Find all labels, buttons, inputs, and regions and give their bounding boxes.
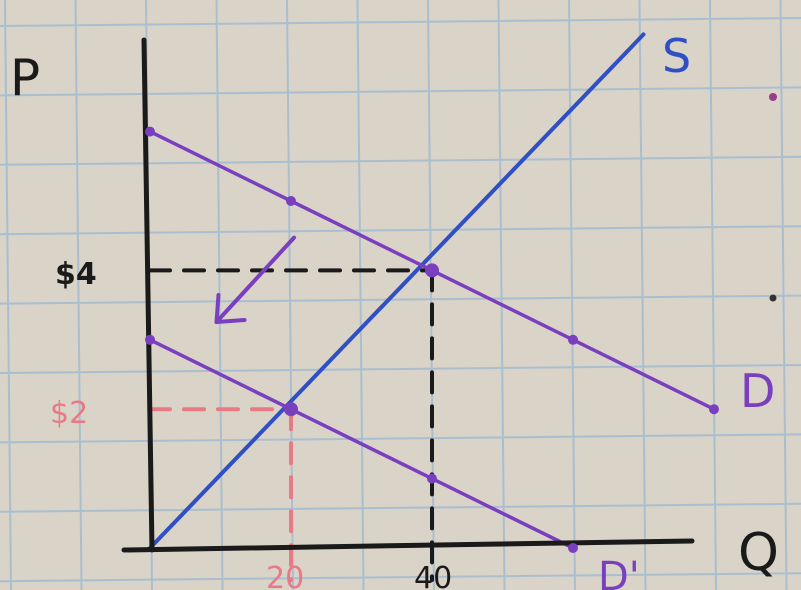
quantity-label-original: 40 xyxy=(414,561,452,590)
series-label-D-prime: D' xyxy=(598,554,640,590)
grid-line-horizontal xyxy=(0,294,801,305)
x-axis-label: Q xyxy=(738,523,779,583)
data-point xyxy=(145,126,155,137)
grid-line-vertical xyxy=(638,0,647,590)
grid-line-vertical xyxy=(497,0,506,590)
equilibrium-point-original xyxy=(425,263,439,278)
data-point xyxy=(568,543,578,553)
guide-lines xyxy=(148,268,434,582)
grid-line-horizontal xyxy=(0,155,801,166)
grid-line-horizontal xyxy=(0,572,801,583)
y-axis-label: P xyxy=(10,49,40,107)
x-axis xyxy=(121,538,695,553)
series-label-S: S xyxy=(662,29,691,83)
shift-arrow-shaft xyxy=(214,235,297,325)
grid-line-horizontal xyxy=(0,17,801,27)
price-label-original: $4 xyxy=(55,257,97,292)
equilibrium-point-new xyxy=(284,402,298,417)
grid-line-vertical xyxy=(356,0,365,590)
series-label-D: D xyxy=(740,364,775,418)
grid-line-horizontal xyxy=(0,225,801,236)
y-axis xyxy=(141,37,155,553)
data-point xyxy=(709,404,719,415)
data-point xyxy=(145,334,155,345)
axes xyxy=(121,37,695,553)
margin-dot xyxy=(769,93,777,101)
series-line-D-prime xyxy=(148,338,575,550)
grid-line-horizontal xyxy=(0,433,801,444)
labels: P Q S D D' $4 40 $2 20 xyxy=(10,29,779,590)
grid-line-vertical xyxy=(74,0,83,590)
annotations xyxy=(214,235,297,325)
margin-dot xyxy=(769,294,777,302)
price-label-new: $2 xyxy=(50,396,88,431)
grid-line-horizontal xyxy=(0,86,801,97)
series-line-S xyxy=(148,32,646,550)
quantity-label-new: 20 xyxy=(266,561,304,590)
data-point xyxy=(286,196,296,206)
grid-line-vertical xyxy=(568,0,576,590)
data-points xyxy=(145,93,777,553)
grid-line-vertical xyxy=(709,0,717,590)
grid-line-horizontal xyxy=(0,364,801,374)
data-point xyxy=(427,473,437,484)
shift-arrow-head xyxy=(214,293,247,325)
data-point xyxy=(568,334,578,345)
grid-line-horizontal xyxy=(0,502,801,513)
grid-line-vertical xyxy=(4,0,12,590)
